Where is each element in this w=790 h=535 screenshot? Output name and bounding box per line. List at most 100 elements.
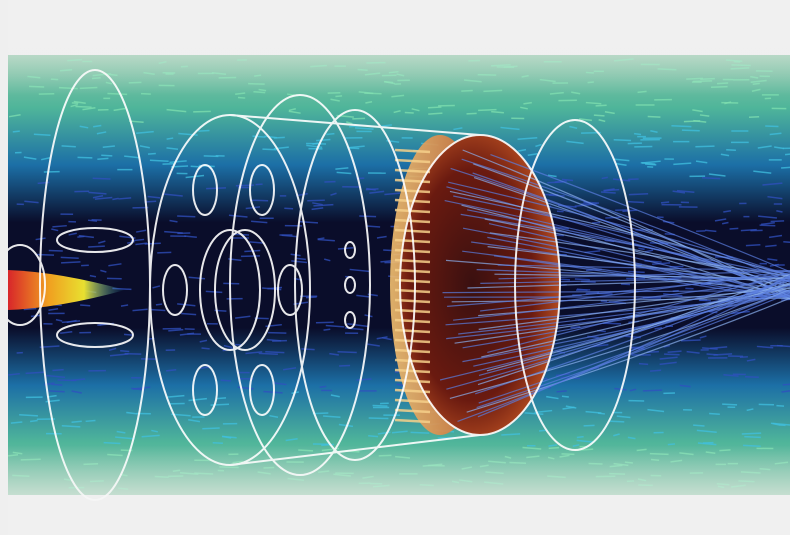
streak	[740, 228, 757, 232]
streak	[103, 441, 121, 445]
streak	[166, 137, 174, 140]
streak	[299, 220, 319, 224]
streak	[323, 328, 331, 331]
streak	[203, 155, 219, 158]
streak	[593, 114, 605, 117]
streak	[301, 348, 315, 351]
streak	[60, 330, 73, 334]
streak	[570, 325, 581, 329]
streak	[166, 147, 179, 150]
streak	[102, 145, 115, 149]
streak	[614, 387, 627, 391]
streak	[583, 424, 595, 427]
streak	[258, 352, 278, 355]
streak	[765, 244, 777, 248]
streak	[723, 374, 739, 377]
streak	[216, 397, 227, 400]
streak	[427, 106, 442, 109]
streak	[600, 191, 616, 194]
streak	[585, 101, 602, 105]
streak	[94, 196, 113, 200]
streak	[202, 427, 220, 430]
streak	[697, 442, 717, 446]
streak	[693, 424, 705, 427]
streak	[296, 257, 306, 261]
streamline	[457, 279, 790, 422]
streak	[565, 405, 577, 409]
streak	[98, 240, 106, 244]
streak	[663, 344, 671, 348]
streak	[613, 139, 632, 142]
streak	[23, 307, 37, 311]
streak	[393, 110, 401, 114]
streak	[667, 443, 676, 446]
streak	[317, 238, 335, 242]
streak	[8, 372, 20, 376]
streak	[353, 323, 369, 328]
streak	[78, 234, 94, 239]
streak	[57, 379, 77, 382]
streak	[283, 367, 297, 371]
streak	[273, 136, 285, 139]
streamline	[466, 297, 790, 413]
streak	[339, 364, 351, 367]
streak	[315, 321, 334, 324]
streak	[613, 158, 630, 162]
streak	[758, 215, 778, 219]
streak	[745, 243, 761, 247]
streak	[366, 225, 381, 228]
streak	[746, 408, 754, 412]
streak	[177, 303, 196, 307]
streak	[151, 308, 166, 312]
streak	[695, 145, 715, 148]
streak	[647, 408, 665, 413]
streamlines	[439, 149, 790, 422]
fin	[394, 348, 431, 354]
streak	[288, 108, 296, 112]
streak	[368, 434, 379, 438]
streamline	[477, 274, 790, 418]
streak	[410, 431, 430, 434]
streak	[24, 200, 39, 204]
streak	[306, 142, 327, 145]
streak	[699, 335, 707, 339]
streak	[757, 145, 772, 149]
streak	[152, 285, 161, 289]
streak	[93, 124, 102, 128]
streak	[686, 350, 700, 354]
streak	[101, 154, 113, 157]
streak	[88, 191, 107, 195]
streak	[616, 415, 631, 419]
fin	[394, 408, 431, 414]
streak	[767, 195, 783, 200]
streak	[659, 361, 677, 366]
streak	[147, 195, 161, 199]
streak	[66, 319, 77, 324]
streak	[70, 103, 78, 108]
streak	[744, 435, 761, 439]
streak	[285, 438, 298, 442]
streak	[330, 192, 337, 196]
streak	[376, 235, 387, 239]
streak	[108, 263, 122, 267]
streamline	[446, 276, 790, 390]
streak	[330, 394, 340, 398]
streak	[768, 234, 783, 239]
streak	[671, 124, 692, 128]
streak	[323, 415, 341, 418]
streak	[61, 424, 81, 428]
fin	[394, 148, 431, 154]
streak	[650, 129, 658, 133]
streak	[164, 230, 183, 234]
streak	[10, 421, 23, 424]
streak	[61, 145, 76, 148]
streak	[147, 152, 156, 155]
streak	[391, 94, 405, 98]
streak	[273, 382, 287, 386]
streak	[783, 240, 790, 243]
streak	[169, 219, 178, 223]
streak	[235, 315, 251, 319]
fin	[394, 178, 431, 184]
streak	[312, 412, 329, 415]
streak	[25, 371, 46, 375]
